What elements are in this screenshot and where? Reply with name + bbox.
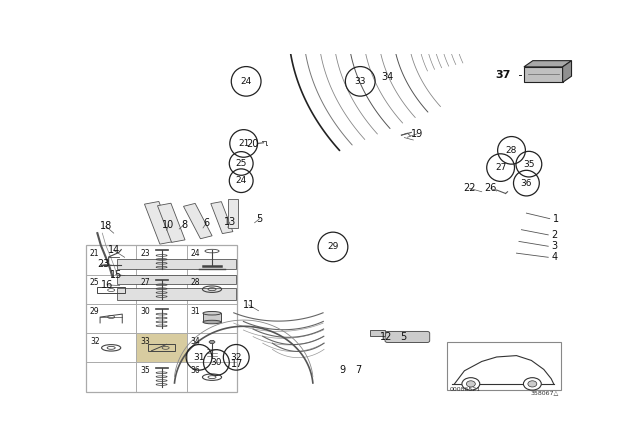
FancyBboxPatch shape [157, 203, 185, 242]
Text: 29: 29 [327, 242, 339, 251]
FancyBboxPatch shape [145, 202, 174, 244]
Text: 26: 26 [484, 183, 497, 193]
Text: 5: 5 [400, 332, 406, 342]
Text: 28: 28 [506, 146, 517, 155]
Text: 6: 6 [204, 218, 209, 228]
Text: 34: 34 [191, 337, 200, 346]
Polygon shape [209, 340, 215, 344]
Text: 24: 24 [191, 249, 200, 258]
Bar [447, 342, 561, 390]
Text: 30: 30 [211, 358, 222, 367]
Text: 36: 36 [521, 179, 532, 188]
Text: 25: 25 [236, 159, 247, 168]
Bar [524, 67, 563, 82]
Circle shape [462, 378, 480, 390]
Text: 35: 35 [523, 159, 534, 168]
Text: 3: 3 [552, 241, 557, 251]
Text: 32: 32 [230, 353, 242, 362]
Text: 27: 27 [495, 163, 506, 172]
Bar [117, 259, 236, 269]
Text: 8: 8 [181, 220, 188, 229]
Text: 15: 15 [109, 270, 122, 280]
Text: 22: 22 [463, 183, 476, 193]
Text: 12: 12 [380, 332, 393, 342]
FancyBboxPatch shape [385, 332, 429, 342]
Text: 21: 21 [238, 139, 250, 148]
Polygon shape [524, 60, 572, 67]
Text: 24: 24 [236, 176, 247, 185]
Text: 24: 24 [241, 77, 252, 86]
Polygon shape [563, 60, 572, 82]
Text: 31: 31 [191, 307, 200, 316]
Text: 19: 19 [411, 129, 424, 139]
Bar [203, 313, 221, 322]
Text: 23: 23 [98, 259, 110, 269]
Text: 17: 17 [231, 359, 243, 369]
Bar [117, 288, 236, 300]
Text: 25: 25 [90, 278, 100, 287]
Circle shape [528, 381, 537, 387]
Text: 31: 31 [193, 353, 205, 362]
FancyBboxPatch shape [184, 203, 212, 239]
Text: 37: 37 [495, 70, 510, 80]
Text: 29: 29 [90, 307, 100, 316]
Text: 16: 16 [101, 280, 113, 290]
Text: 11: 11 [243, 300, 255, 310]
Bar [148, 345, 175, 351]
Text: 32: 32 [90, 337, 100, 346]
Text: 9: 9 [340, 366, 346, 375]
Text: 00086521: 00086521 [449, 388, 481, 392]
Bar [228, 198, 237, 228]
Text: 27: 27 [140, 278, 150, 287]
Circle shape [524, 378, 541, 390]
Text: 36: 36 [191, 366, 200, 375]
Text: 10: 10 [162, 220, 175, 229]
Text: 33: 33 [140, 337, 150, 346]
Circle shape [467, 381, 476, 387]
Ellipse shape [203, 311, 221, 315]
Text: 23: 23 [140, 249, 150, 258]
FancyBboxPatch shape [370, 330, 385, 336]
Text: 28: 28 [191, 278, 200, 287]
Text: 4: 4 [552, 252, 557, 262]
Text: 2: 2 [552, 230, 558, 240]
Text: 20: 20 [246, 139, 259, 149]
FancyBboxPatch shape [211, 202, 233, 233]
Text: 7: 7 [356, 366, 362, 375]
Text: 18: 18 [100, 221, 112, 231]
Text: 1: 1 [553, 214, 559, 224]
Bar [136, 333, 187, 362]
Text: 35: 35 [140, 366, 150, 375]
Text: 30: 30 [140, 307, 150, 316]
Text: 21: 21 [90, 249, 99, 258]
Text: 358067△: 358067△ [531, 390, 559, 395]
Bar [97, 287, 125, 293]
Text: 5: 5 [257, 214, 262, 224]
Ellipse shape [203, 320, 221, 324]
Bar [86, 245, 237, 392]
Text: 33: 33 [355, 77, 366, 86]
Text: 34: 34 [381, 72, 394, 82]
Text: 14: 14 [108, 246, 120, 255]
Text: 13: 13 [223, 217, 236, 227]
Bar [117, 275, 236, 284]
